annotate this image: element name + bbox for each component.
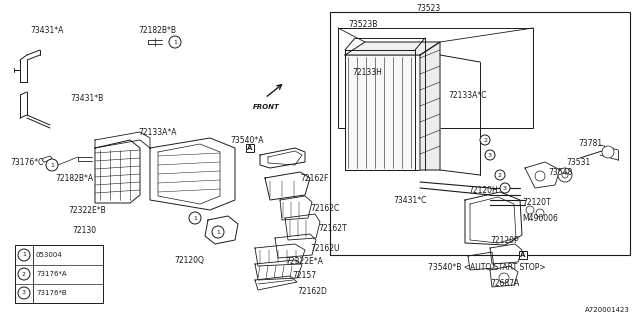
Polygon shape <box>420 42 440 170</box>
Text: 73176*C: 73176*C <box>10 157 44 166</box>
Text: A720001423: A720001423 <box>585 307 630 313</box>
Circle shape <box>18 287 30 299</box>
Text: A: A <box>247 145 253 151</box>
Text: 3: 3 <box>22 291 26 295</box>
Text: 72182B*A: 72182B*A <box>55 173 93 182</box>
Text: 72322E*B: 72322E*B <box>68 205 106 214</box>
Text: 73540*A: 73540*A <box>230 135 264 145</box>
Polygon shape <box>345 42 440 55</box>
Text: 73176*A: 73176*A <box>36 271 67 277</box>
Circle shape <box>46 159 58 171</box>
Text: 2: 2 <box>498 172 502 178</box>
Text: 73523B: 73523B <box>348 20 378 28</box>
Text: 73431*C: 73431*C <box>393 196 426 204</box>
Circle shape <box>18 268 30 280</box>
Circle shape <box>562 172 568 178</box>
Circle shape <box>189 212 201 224</box>
Text: 053004: 053004 <box>36 252 63 258</box>
Text: 73781: 73781 <box>578 139 602 148</box>
Circle shape <box>535 171 545 181</box>
Circle shape <box>485 150 495 160</box>
Circle shape <box>500 183 510 193</box>
Text: 1: 1 <box>22 252 26 258</box>
Text: 72162T: 72162T <box>318 223 347 233</box>
Text: 72182B*B: 72182B*B <box>138 26 176 35</box>
Text: 1: 1 <box>50 163 54 167</box>
Text: 72120Q: 72120Q <box>174 255 204 265</box>
Text: 72157: 72157 <box>292 270 316 279</box>
Text: 72133H: 72133H <box>352 68 382 76</box>
Text: 72162C: 72162C <box>310 204 339 212</box>
Text: A: A <box>520 252 525 258</box>
Text: 72687A: 72687A <box>490 278 520 287</box>
Circle shape <box>499 273 509 283</box>
Circle shape <box>480 135 490 145</box>
Text: 1: 1 <box>216 229 220 235</box>
Text: 72162D: 72162D <box>297 286 327 295</box>
Bar <box>246 144 254 152</box>
Text: 72120H: 72120H <box>468 186 498 195</box>
Text: 2: 2 <box>22 271 26 276</box>
Text: 72130: 72130 <box>72 226 96 235</box>
Text: 73540*B <AUTO START STOP>: 73540*B <AUTO START STOP> <box>428 263 546 273</box>
Circle shape <box>495 170 505 180</box>
Circle shape <box>536 209 544 217</box>
Circle shape <box>169 36 181 48</box>
Text: 73523: 73523 <box>416 4 440 12</box>
Circle shape <box>602 146 614 158</box>
Text: 72162F: 72162F <box>300 173 328 182</box>
Bar <box>345 55 420 170</box>
Text: M490006: M490006 <box>522 213 558 222</box>
Text: 73176*B: 73176*B <box>36 290 67 296</box>
Text: 73548: 73548 <box>548 167 572 177</box>
Text: 1: 1 <box>193 215 197 220</box>
Circle shape <box>18 249 30 261</box>
Text: 73431*A: 73431*A <box>30 26 63 35</box>
Text: 72133A*C: 72133A*C <box>448 91 486 100</box>
Text: 72120T: 72120T <box>522 197 550 206</box>
Bar <box>338 28 533 128</box>
Text: 72133A*A: 72133A*A <box>138 127 177 137</box>
Text: 73531: 73531 <box>566 157 590 166</box>
Bar <box>15 245 103 303</box>
Bar <box>330 12 630 255</box>
Text: FRONT: FRONT <box>253 104 280 110</box>
Circle shape <box>212 226 224 238</box>
Text: 72162U: 72162U <box>310 244 339 252</box>
Bar <box>519 251 527 259</box>
Text: 3: 3 <box>488 153 492 157</box>
Text: 72322E*A: 72322E*A <box>285 258 323 267</box>
Text: 1: 1 <box>173 39 177 44</box>
Circle shape <box>558 168 572 182</box>
Text: 3: 3 <box>503 186 507 190</box>
Text: 73431*B: 73431*B <box>70 93 103 102</box>
Text: 2: 2 <box>483 138 487 142</box>
Circle shape <box>526 206 534 214</box>
Text: 72120P: 72120P <box>490 236 518 244</box>
